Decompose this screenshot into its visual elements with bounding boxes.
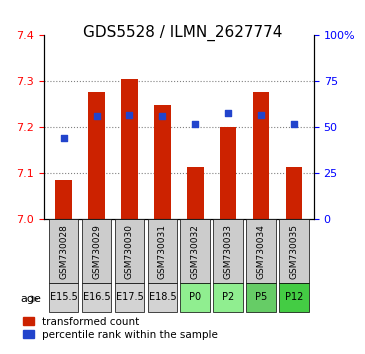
Text: P12: P12 [285, 292, 303, 302]
Text: P2: P2 [222, 292, 234, 302]
FancyBboxPatch shape [49, 283, 78, 312]
Text: GSM730030: GSM730030 [125, 224, 134, 279]
FancyBboxPatch shape [147, 283, 177, 312]
Point [93, 114, 99, 119]
Bar [55, 181, 72, 219]
Text: GSM730032: GSM730032 [191, 224, 200, 279]
Text: GSM730028: GSM730028 [59, 224, 68, 279]
Text: age: age [20, 294, 41, 304]
Legend: transformed count, percentile rank within the sample: transformed count, percentile rank withi… [23, 317, 218, 340]
Text: GSM730029: GSM730029 [92, 224, 101, 279]
Point [61, 136, 66, 141]
FancyBboxPatch shape [49, 219, 78, 283]
FancyBboxPatch shape [279, 283, 309, 312]
Bar [220, 127, 237, 219]
Text: GSM730033: GSM730033 [224, 224, 233, 279]
Text: E16.5: E16.5 [83, 292, 110, 302]
FancyBboxPatch shape [214, 219, 243, 283]
FancyBboxPatch shape [181, 283, 210, 312]
FancyBboxPatch shape [279, 219, 309, 283]
FancyBboxPatch shape [147, 219, 177, 283]
Point [291, 121, 297, 127]
Text: E18.5: E18.5 [149, 292, 176, 302]
FancyBboxPatch shape [214, 283, 243, 312]
Text: GDS5528 / ILMN_2627774: GDS5528 / ILMN_2627774 [83, 25, 282, 41]
Bar [121, 79, 138, 219]
Text: E17.5: E17.5 [116, 292, 143, 302]
FancyBboxPatch shape [115, 219, 144, 283]
Text: P0: P0 [189, 292, 201, 302]
Point [225, 110, 231, 115]
FancyBboxPatch shape [115, 283, 144, 312]
Point [258, 112, 264, 118]
FancyBboxPatch shape [246, 283, 276, 312]
FancyBboxPatch shape [82, 219, 111, 283]
FancyBboxPatch shape [82, 283, 111, 312]
FancyBboxPatch shape [181, 219, 210, 283]
Text: P5: P5 [255, 292, 267, 302]
Text: GSM730034: GSM730034 [257, 224, 266, 279]
FancyBboxPatch shape [246, 219, 276, 283]
Point [127, 112, 132, 118]
Bar [253, 92, 269, 219]
Text: GSM730031: GSM730031 [158, 224, 167, 279]
Text: GSM730035: GSM730035 [290, 224, 299, 279]
Point [160, 114, 165, 119]
Bar [154, 105, 170, 219]
Point [192, 121, 198, 127]
Bar [187, 167, 204, 219]
Bar [88, 92, 105, 219]
Bar [286, 167, 302, 219]
Text: E15.5: E15.5 [50, 292, 77, 302]
